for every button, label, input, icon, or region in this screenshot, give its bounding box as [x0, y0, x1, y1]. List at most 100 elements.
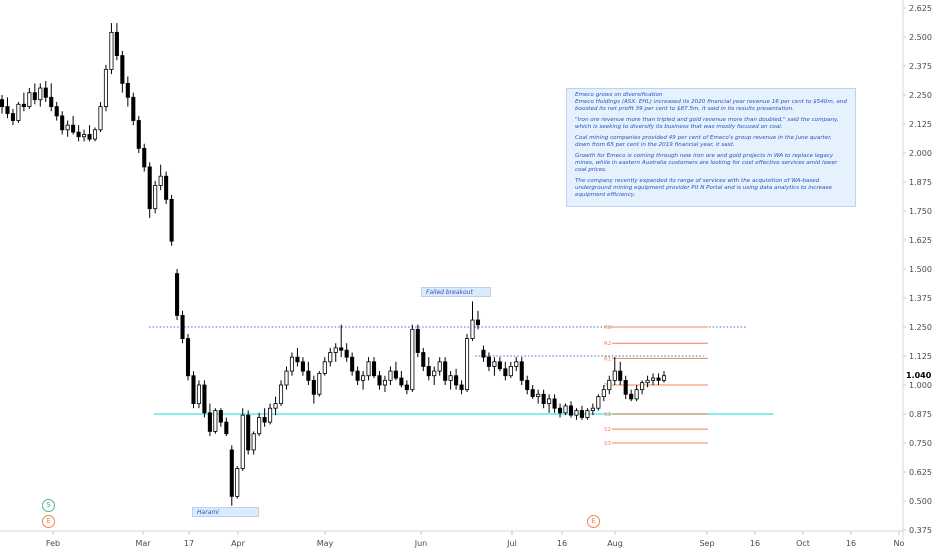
candle[interactable]	[486, 352, 491, 372]
harami-label[interactable]: Harami	[192, 507, 259, 517]
candle[interactable]	[497, 357, 502, 372]
candle[interactable]	[169, 194, 174, 246]
candle[interactable]	[322, 357, 327, 376]
candle[interactable]	[525, 375, 530, 395]
candle[interactable]	[246, 410, 251, 455]
candle[interactable]	[623, 375, 628, 399]
candle[interactable]	[158, 164, 163, 191]
candle[interactable]	[5, 97, 10, 119]
candle[interactable]	[475, 310, 481, 330]
candle[interactable]	[131, 92, 136, 126]
candle[interactable]	[590, 403, 595, 416]
candlesticks[interactable]	[0, 23, 667, 506]
candle[interactable]	[503, 361, 508, 381]
candle[interactable]	[300, 357, 305, 376]
candle[interactable]	[65, 120, 70, 137]
candle[interactable]	[596, 394, 601, 411]
candle[interactable]	[251, 431, 256, 455]
candle[interactable]	[306, 361, 311, 385]
candle[interactable]	[21, 92, 26, 112]
candle[interactable]	[87, 125, 92, 142]
candle[interactable]	[426, 357, 431, 381]
earnings-event-icon[interactable]: E	[42, 515, 55, 528]
candle[interactable]	[547, 394, 552, 413]
candle[interactable]	[180, 310, 185, 344]
candle[interactable]	[470, 301, 475, 341]
candle[interactable]	[563, 403, 568, 416]
candle[interactable]	[38, 83, 43, 107]
candle[interactable]	[645, 375, 650, 388]
candle[interactable]	[218, 408, 223, 427]
candle[interactable]	[432, 366, 437, 385]
candle[interactable]	[612, 357, 617, 385]
candle[interactable]	[224, 417, 229, 437]
candle[interactable]	[43, 81, 48, 102]
candle[interactable]	[196, 380, 201, 409]
time-axis[interactable]: Feb Mar 17 Apr May Jun Jul 16 Aug Sep 16 Oct 16 No	[46, 531, 905, 548]
candle[interactable]	[125, 76, 130, 107]
candle[interactable]	[541, 389, 546, 409]
candle[interactable]	[136, 115, 141, 153]
candle[interactable]	[464, 333, 470, 392]
candle[interactable]	[284, 366, 289, 390]
candle[interactable]	[185, 333, 191, 381]
candle[interactable]	[317, 371, 322, 397]
candle[interactable]	[147, 162, 152, 218]
candle[interactable]	[443, 357, 448, 385]
price-axis[interactable]: 2.625 2.500 2.375 2.250 2.125 2.000 1.875 1.750…	[903, 4, 932, 535]
candle[interactable]	[0, 95, 5, 114]
candle[interactable]	[120, 50, 125, 93]
candle[interactable]	[536, 389, 541, 404]
candle[interactable]	[574, 408, 579, 420]
candle[interactable]	[579, 405, 584, 420]
candle[interactable]	[333, 343, 338, 362]
candle[interactable]	[207, 403, 212, 437]
candle[interactable]	[278, 380, 284, 406]
candle[interactable]	[82, 129, 87, 142]
candle[interactable]	[377, 371, 382, 390]
candle[interactable]	[355, 366, 360, 385]
candle[interactable]	[175, 269, 180, 321]
candle[interactable]	[481, 345, 486, 362]
candle[interactable]	[229, 445, 234, 506]
candle[interactable]	[361, 371, 366, 390]
candle[interactable]	[519, 357, 524, 385]
candle[interactable]	[164, 171, 169, 205]
candle[interactable]	[289, 352, 295, 376]
candle[interactable]	[54, 101, 59, 121]
candle[interactable]	[492, 357, 497, 376]
candle[interactable]	[640, 380, 645, 395]
candle[interactable]	[49, 83, 54, 112]
candle[interactable]	[71, 115, 76, 135]
candle[interactable]	[153, 180, 158, 214]
candle[interactable]	[530, 385, 535, 399]
candle[interactable]	[191, 371, 196, 409]
candle[interactable]	[558, 403, 563, 418]
candle[interactable]	[202, 380, 207, 418]
candle[interactable]	[350, 352, 355, 376]
candle[interactable]	[399, 371, 404, 388]
candle[interactable]	[142, 143, 147, 172]
split-event-icon[interactable]: S	[42, 499, 55, 512]
candle[interactable]	[415, 324, 420, 358]
candle[interactable]	[393, 361, 398, 381]
candle[interactable]	[607, 375, 612, 395]
candle[interactable]	[16, 101, 21, 123]
candle[interactable]	[585, 408, 590, 420]
candle[interactable]	[656, 373, 661, 385]
candle[interactable]	[273, 396, 278, 416]
candle[interactable]	[552, 394, 557, 413]
candle[interactable]	[235, 466, 240, 499]
candle[interactable]	[240, 408, 245, 471]
candle[interactable]	[213, 408, 218, 434]
candle[interactable]	[366, 357, 371, 381]
candle[interactable]	[262, 408, 267, 427]
candle[interactable]	[448, 371, 453, 390]
candle[interactable]	[60, 111, 65, 135]
candle[interactable]	[295, 347, 300, 367]
candle[interactable]	[421, 347, 426, 372]
failed-breakout-label[interactable]: Failed breakout	[421, 287, 491, 297]
candle[interactable]	[76, 125, 81, 142]
candle[interactable]	[32, 83, 37, 105]
